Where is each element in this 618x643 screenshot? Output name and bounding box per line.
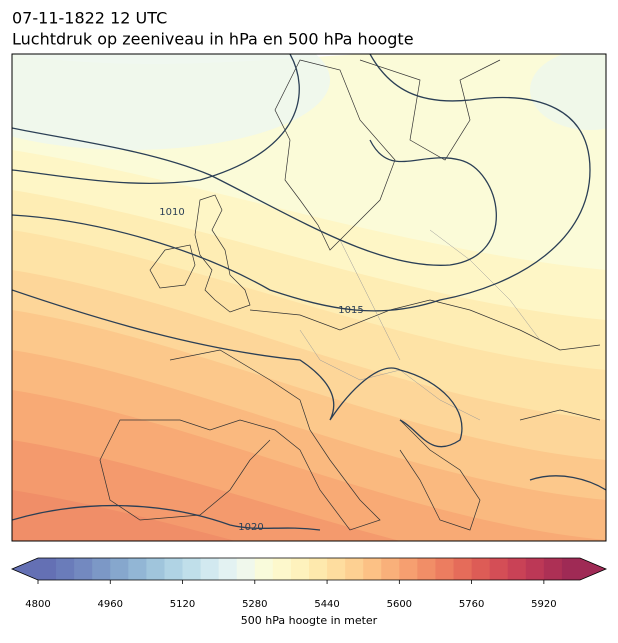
colorbar-tick-label: 4800 — [25, 599, 50, 610]
field-band — [12, 490, 606, 541]
colorbar-segment — [327, 558, 346, 580]
colorbar-segment — [507, 558, 527, 580]
isobar-label: 1015 — [338, 305, 363, 316]
isobar-labels: 1010 1015 1020 — [159, 207, 363, 533]
colorbar-segment — [381, 558, 400, 580]
field-band — [12, 440, 606, 541]
title: Luchtdruk op zeeniveau in hPa en 500 hPa… — [12, 30, 414, 49]
colorbar-segment — [74, 558, 93, 580]
isobar-label: 1020 — [238, 522, 263, 533]
colorbar-tick-label: 5760 — [459, 599, 484, 610]
colorbar-extend-low — [12, 558, 38, 580]
colorbar-segment — [182, 558, 202, 580]
colorbar-label: 500 hPa hoogte in meter — [241, 614, 378, 627]
colorbar-segment — [38, 558, 57, 580]
colorbar-segment — [164, 558, 184, 580]
colorbar-tick-label: 5120 — [170, 599, 195, 610]
colorbar-segment — [92, 558, 111, 580]
colorbar-segment — [272, 558, 292, 580]
colorbar-segment — [309, 558, 328, 580]
colorbar-segment — [236, 558, 256, 580]
colorbar-segment — [471, 558, 491, 580]
colorbar-segment — [128, 558, 147, 580]
colorbar-segment — [345, 558, 364, 580]
colorbar-segment — [146, 558, 165, 580]
field-patch — [530, 54, 606, 130]
colorbar-tick-label: 5920 — [531, 599, 556, 610]
colorbar-segment — [110, 558, 129, 580]
colorbar-segment — [489, 558, 509, 580]
colorbar-segment — [218, 558, 238, 580]
isobar-label: 1010 — [159, 207, 184, 218]
isobars — [12, 54, 606, 531]
colorbar-tick-label: 5280 — [242, 599, 267, 610]
colorbar-segment — [254, 558, 274, 580]
colorbar-segment — [399, 558, 418, 580]
map-frame — [11, 53, 607, 542]
colorbar-segment — [290, 558, 310, 580]
map — [12, 54, 606, 541]
field-patch — [12, 54, 330, 150]
colorbar-segment — [200, 558, 220, 580]
colorbar-segment — [561, 558, 581, 580]
height-field — [12, 54, 606, 541]
colorbar-segment — [543, 558, 563, 580]
colorbar-segment — [435, 558, 455, 580]
coastlines — [99, 59, 601, 531]
colorbar-extend-high — [580, 558, 606, 580]
colorbar-segment — [363, 558, 382, 580]
datetime: 07-11-1822 12 UTC — [12, 9, 167, 28]
colorbar-tick-label: 5600 — [387, 599, 412, 610]
colorbar-segment — [453, 558, 473, 580]
colorbar-tick-label: 4960 — [98, 599, 123, 610]
colorbar-segment — [417, 558, 436, 580]
colorbar-tick-label: 5440 — [314, 599, 339, 610]
colorbar: 4800 4960 5120 5280 5440 5600 5760 5920 500 hPa … — [10, 557, 608, 627]
colorbar-segment — [525, 558, 545, 580]
borders — [299, 229, 541, 421]
colorbar-segment — [56, 558, 75, 580]
